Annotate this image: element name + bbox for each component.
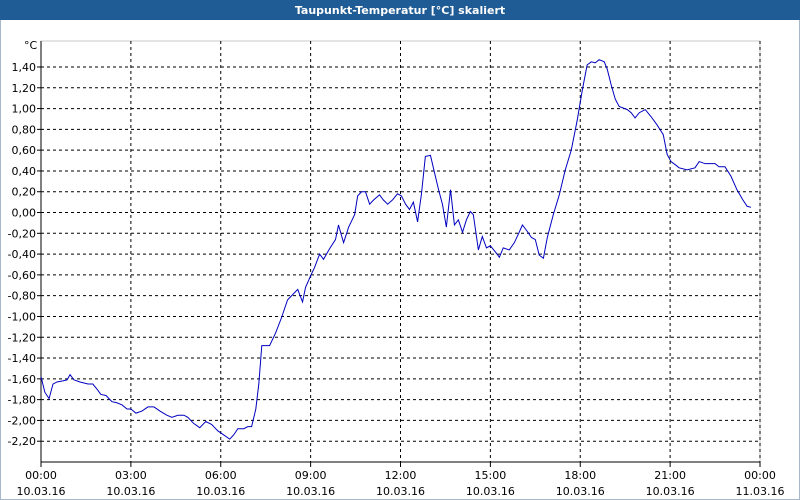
chart-title: Taupunkt-Temperatur [°C] skaliert bbox=[295, 4, 505, 17]
y-tick-label: 0,20 bbox=[12, 186, 37, 199]
x-tick-label: 03:00 10.03.16 bbox=[106, 469, 155, 498]
y-tick-label: 0,00 bbox=[12, 207, 37, 220]
x-tick-label: 15:00 10.03.16 bbox=[466, 469, 515, 498]
y-tick-label: 1,00 bbox=[12, 103, 37, 116]
y-tick-label: 0,60 bbox=[12, 144, 37, 157]
title-bar bbox=[0, 0, 800, 20]
y-tick-label: -0,20 bbox=[8, 227, 36, 240]
y-tick-label: 1,40 bbox=[12, 61, 37, 74]
y-tick-label: -0,80 bbox=[8, 290, 36, 303]
x-tick-label: 00:00 11.03.16 bbox=[736, 469, 785, 498]
y-tick-label: -1,60 bbox=[8, 373, 36, 386]
x-tick-label: 21:00 10.03.16 bbox=[646, 469, 695, 498]
y-tick-label: -1,80 bbox=[8, 394, 36, 407]
x-tick-label: 00:00 10.03.16 bbox=[17, 469, 66, 498]
y-tick-label: 0,80 bbox=[12, 123, 37, 136]
y-tick-label: -1,00 bbox=[8, 310, 36, 323]
y-tick-label: -2,20 bbox=[8, 435, 36, 448]
y-tick-label: 1,20 bbox=[12, 82, 37, 95]
y-tick-label: -0,40 bbox=[8, 248, 36, 261]
y-tick-label: -2,00 bbox=[8, 414, 36, 427]
y-tick-label: 0,40 bbox=[12, 165, 37, 178]
y-tick-label: -0,60 bbox=[8, 269, 36, 282]
data-line bbox=[40, 59, 752, 440]
x-tick-label: 06:00 10.03.16 bbox=[196, 469, 245, 498]
x-tick-label: 09:00 10.03.16 bbox=[286, 469, 335, 498]
x-tick-label: 18:00 10.03.16 bbox=[556, 469, 605, 498]
y-tick-label: -1,40 bbox=[8, 352, 36, 365]
y-axis-label: °C bbox=[24, 39, 38, 52]
x-tick-label: 12:00 10.03.16 bbox=[376, 469, 425, 498]
y-tick-label: -1,20 bbox=[8, 331, 36, 344]
